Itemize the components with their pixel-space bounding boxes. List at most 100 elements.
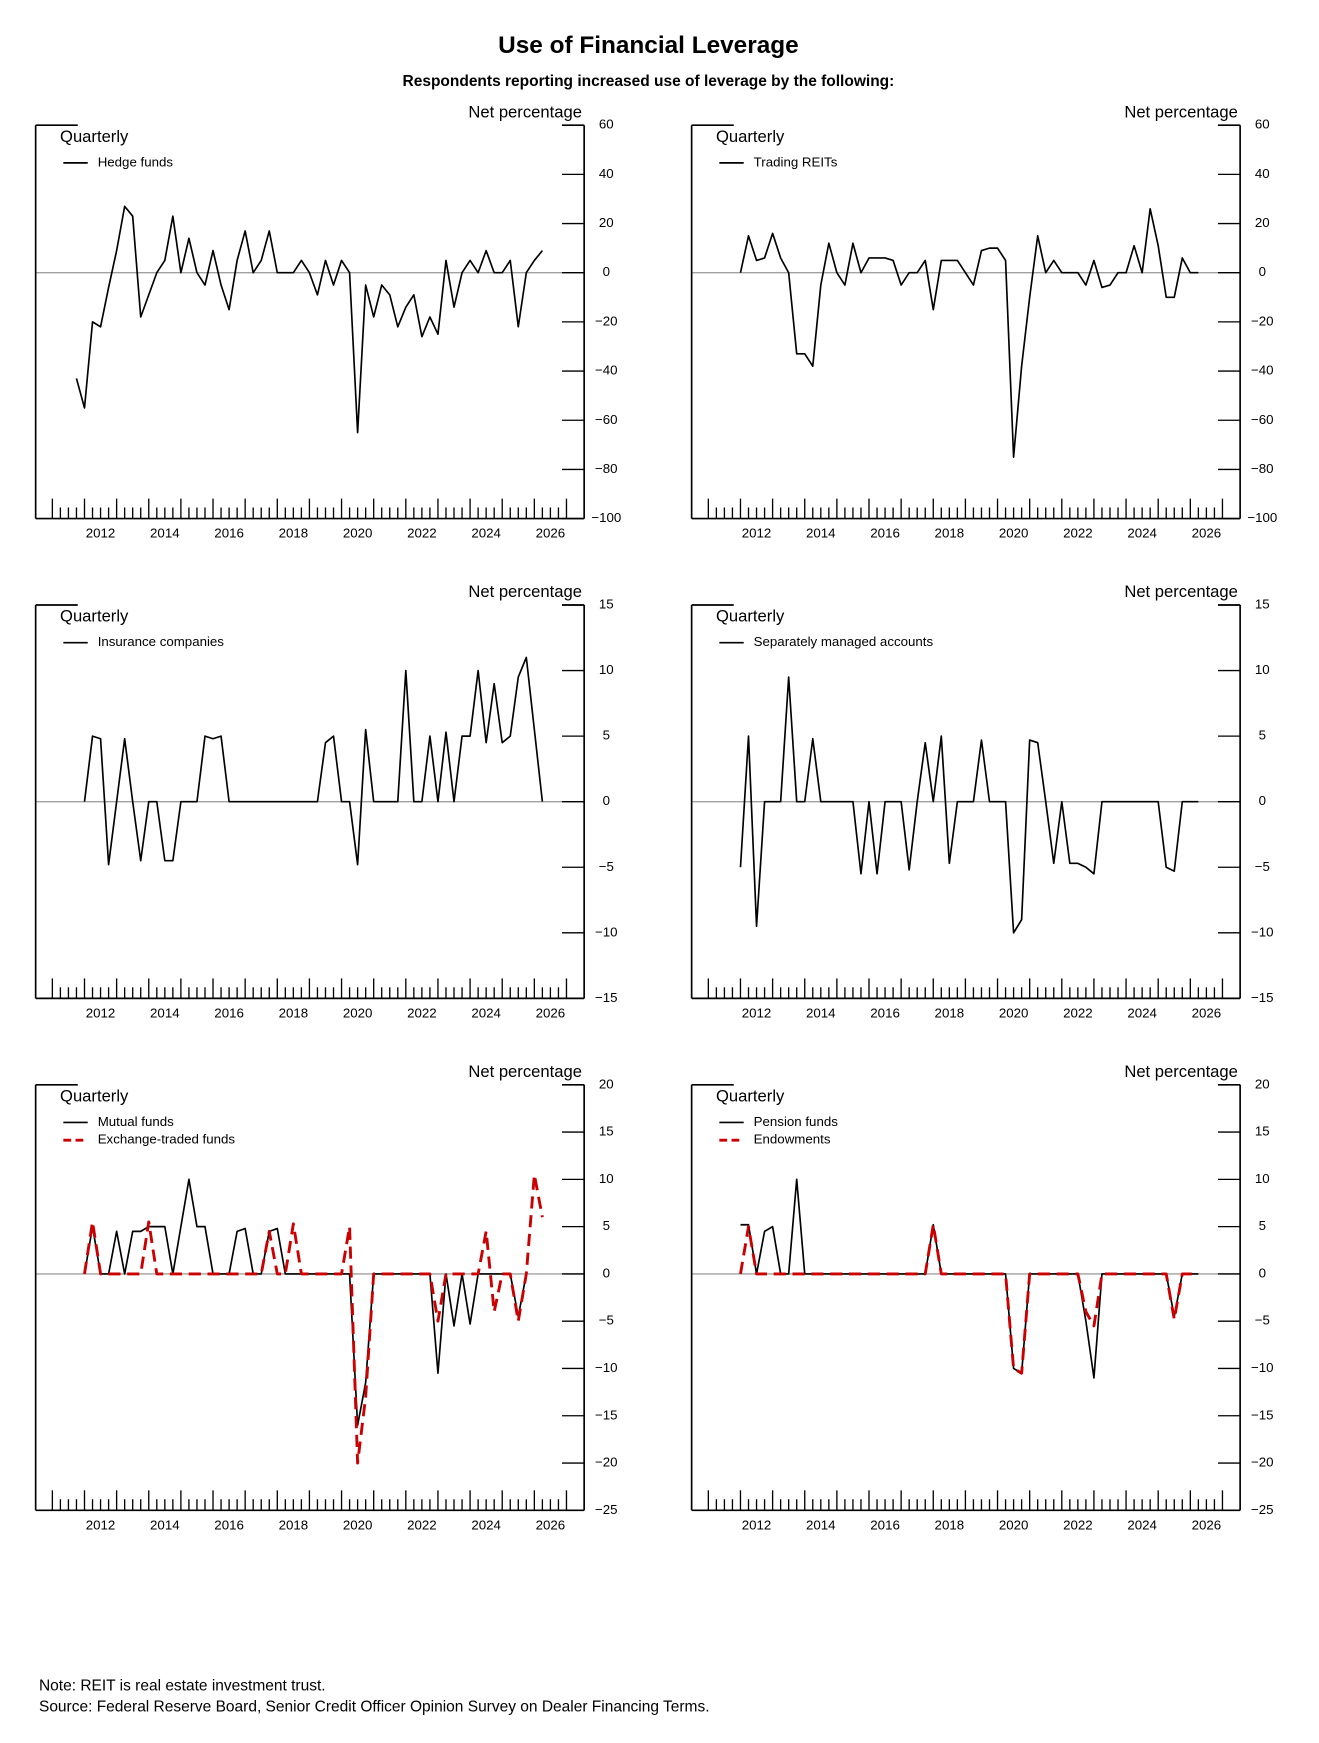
x-tick-label: 2024 xyxy=(1127,526,1157,541)
y-tick-label: −5 xyxy=(1255,1313,1270,1328)
legend-label: Insurance companies xyxy=(98,634,225,649)
y-tick-label: 5 xyxy=(1259,1218,1266,1233)
x-tick-label: 2012 xyxy=(742,1005,772,1020)
x-tick-label: 2020 xyxy=(999,1005,1029,1020)
y-axis-label: Net percentage xyxy=(1124,102,1238,121)
y-tick-label: 0 xyxy=(603,1265,610,1280)
y-tick-label: −25 xyxy=(1251,1502,1274,1517)
x-tick-label: 2016 xyxy=(214,1517,244,1532)
x-tick-label: 2020 xyxy=(999,1517,1029,1532)
frequency-label: Quarterly xyxy=(716,1086,785,1105)
x-tick-label: 2018 xyxy=(935,1517,965,1532)
legend-label: Separately managed accounts xyxy=(754,634,934,649)
legend-label: Mutual funds xyxy=(98,1114,174,1129)
x-tick-label: 2020 xyxy=(343,1005,373,1020)
y-tick-label: −60 xyxy=(1251,412,1274,427)
y-tick-label: 20 xyxy=(1255,1076,1270,1091)
x-tick-label: 2020 xyxy=(999,526,1029,541)
x-tick-label: 2016 xyxy=(214,526,244,541)
x-tick-label: 2022 xyxy=(1063,1517,1093,1532)
series-line xyxy=(739,1223,1199,1375)
y-tick-label: −100 xyxy=(591,510,621,525)
legend-label: Trading REITs xyxy=(754,154,838,169)
series-line xyxy=(739,207,1199,458)
frequency-label: Quarterly xyxy=(716,127,785,146)
y-tick-label: −80 xyxy=(1251,461,1274,476)
legend-label: Endowments xyxy=(754,1132,831,1147)
y-tick-label: −20 xyxy=(1251,313,1274,328)
x-tick-label: 2024 xyxy=(1127,1517,1157,1532)
x-tick-label: 2026 xyxy=(536,526,566,541)
y-tick-label: −10 xyxy=(1251,1360,1274,1375)
y-tick-label: −40 xyxy=(595,363,618,378)
y-tick-label: 0 xyxy=(603,793,610,808)
x-tick-label: 2026 xyxy=(1192,526,1222,541)
y-axis-label: Net percentage xyxy=(468,1062,582,1081)
y-tick-label: 5 xyxy=(1259,728,1266,743)
x-tick-label: 2022 xyxy=(1063,1005,1093,1020)
page-subtitle: Respondents reporting increased use of l… xyxy=(403,73,895,90)
x-tick-label: 2024 xyxy=(471,526,501,541)
y-tick-label: 20 xyxy=(1255,215,1270,230)
y-tick-label: 0 xyxy=(1259,264,1266,279)
y-tick-label: −20 xyxy=(595,313,618,328)
y-tick-label: 5 xyxy=(603,728,610,743)
y-tick-label: −15 xyxy=(595,990,618,1005)
x-tick-label: 2016 xyxy=(870,526,900,541)
y-tick-label: −5 xyxy=(1255,859,1270,874)
series-line xyxy=(739,676,1199,934)
x-tick-label: 2022 xyxy=(407,1517,437,1532)
x-tick-label: 2016 xyxy=(214,1005,244,1020)
x-tick-label: 2018 xyxy=(279,526,309,541)
x-tick-label: 2018 xyxy=(935,1005,965,1020)
frequency-label: Quarterly xyxy=(60,127,129,146)
y-tick-label: 0 xyxy=(1259,1265,1266,1280)
x-tick-label: 2014 xyxy=(806,1005,836,1020)
y-axis-label: Net percentage xyxy=(1124,1062,1238,1081)
y-tick-label: 15 xyxy=(1255,597,1270,612)
y-tick-label: 40 xyxy=(1255,166,1270,181)
y-tick-label: 0 xyxy=(603,264,610,279)
y-tick-label: 10 xyxy=(1255,1171,1270,1186)
x-tick-label: 2012 xyxy=(742,526,772,541)
page-title: Use of Financial Leverage xyxy=(498,32,799,59)
x-tick-label: 2024 xyxy=(471,1517,501,1532)
frequency-label: Quarterly xyxy=(716,607,785,626)
x-tick-label: 2012 xyxy=(86,1005,116,1020)
y-tick-label: 10 xyxy=(1255,662,1270,677)
x-tick-label: 2026 xyxy=(536,1517,566,1532)
x-tick-label: 2014 xyxy=(806,1517,836,1532)
legend-label: Hedge funds xyxy=(98,154,174,169)
frequency-label: Quarterly xyxy=(60,607,129,626)
series-line xyxy=(83,1173,544,1465)
x-tick-label: 2026 xyxy=(1192,1517,1222,1532)
y-tick-label: −80 xyxy=(595,461,618,476)
legend-label: Exchange-traded funds xyxy=(98,1132,236,1147)
y-tick-label: 15 xyxy=(599,1124,614,1139)
x-tick-label: 2016 xyxy=(870,1005,900,1020)
source: Source: Federal Reserve Board, Senior Cr… xyxy=(39,1699,710,1716)
legend-label: Pension funds xyxy=(754,1114,839,1129)
y-axis-label: Net percentage xyxy=(468,582,582,601)
series-line xyxy=(83,1178,528,1427)
x-tick-label: 2020 xyxy=(343,526,373,541)
y-tick-label: 60 xyxy=(599,117,614,132)
y-axis-label: Net percentage xyxy=(1124,582,1238,601)
y-tick-label: −15 xyxy=(1251,990,1274,1005)
x-tick-label: 2026 xyxy=(1192,1005,1222,1020)
y-axis-label: Net percentage xyxy=(468,102,582,121)
y-tick-label: −10 xyxy=(595,924,618,939)
y-tick-label: 15 xyxy=(599,597,614,612)
x-tick-label: 2014 xyxy=(150,1005,180,1020)
x-tick-label: 2022 xyxy=(407,1005,437,1020)
y-tick-label: −5 xyxy=(599,1313,614,1328)
y-tick-label: 20 xyxy=(599,215,614,230)
y-tick-label: −100 xyxy=(1247,510,1277,525)
y-tick-label: −20 xyxy=(595,1455,618,1470)
x-tick-label: 2014 xyxy=(806,526,836,541)
series-line xyxy=(740,1178,1199,1379)
x-tick-label: 2022 xyxy=(407,526,437,541)
x-tick-label: 2024 xyxy=(1127,1005,1157,1020)
y-tick-label: −20 xyxy=(1251,1455,1274,1470)
